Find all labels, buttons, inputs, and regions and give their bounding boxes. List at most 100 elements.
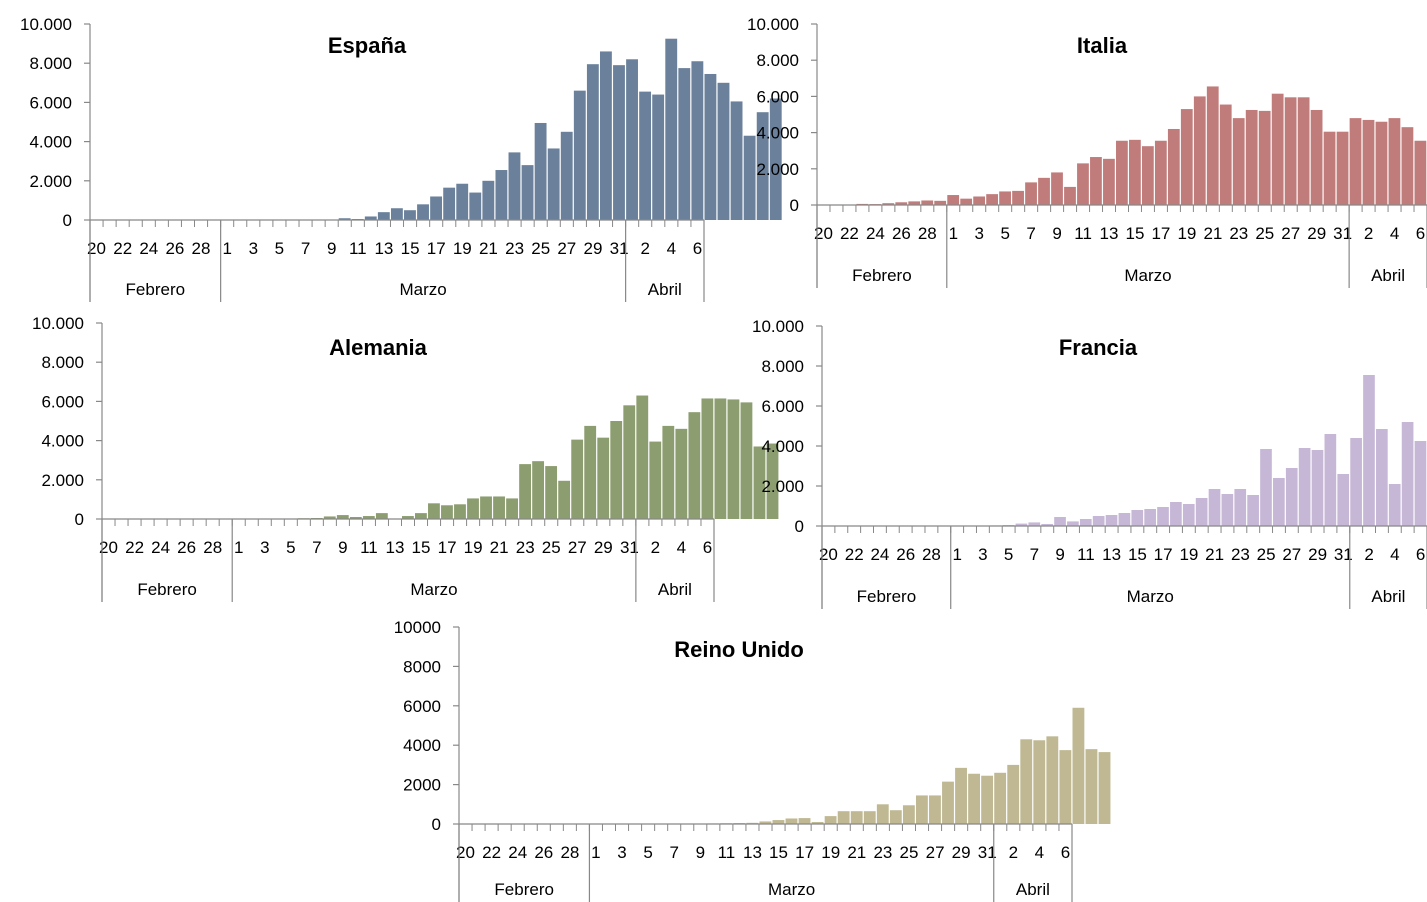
y-tick-label: 0 bbox=[75, 510, 84, 529]
bar bbox=[882, 203, 895, 205]
y-tick-label: 2.000 bbox=[761, 477, 804, 496]
x-tick-label: 13 bbox=[374, 239, 393, 258]
month-label: Marzo bbox=[1124, 266, 1171, 285]
x-tick-label: 22 bbox=[840, 224, 859, 243]
bar bbox=[443, 187, 456, 220]
x-tick-label: 13 bbox=[386, 538, 405, 557]
bar bbox=[404, 210, 416, 220]
bar bbox=[508, 152, 521, 220]
bar bbox=[675, 428, 688, 519]
bar bbox=[571, 439, 584, 519]
bar bbox=[1092, 516, 1105, 526]
bar bbox=[824, 816, 837, 824]
bar bbox=[986, 194, 998, 205]
y-tick-label: 8.000 bbox=[41, 353, 84, 372]
x-tick-label: 17 bbox=[427, 239, 446, 258]
chart-title: España bbox=[328, 33, 407, 58]
bar bbox=[1362, 119, 1375, 205]
x-tick-label: 26 bbox=[892, 224, 911, 243]
x-tick-label: 28 bbox=[203, 538, 222, 557]
bar bbox=[534, 122, 547, 220]
bar bbox=[613, 65, 625, 220]
bar bbox=[1350, 438, 1362, 526]
bar bbox=[1090, 157, 1102, 205]
x-tick-label: 15 bbox=[769, 843, 788, 862]
x-tick-label: 6 bbox=[1416, 545, 1425, 564]
x-tick-label: 29 bbox=[1308, 545, 1327, 564]
y-tick-label: 8.000 bbox=[756, 51, 799, 70]
bar bbox=[415, 513, 427, 519]
bar bbox=[1020, 739, 1033, 824]
x-tick-label: 11 bbox=[1077, 545, 1095, 564]
y-tick-label: 6.000 bbox=[29, 93, 72, 112]
x-tick-label: 19 bbox=[1177, 224, 1196, 243]
x-tick-label: 23 bbox=[505, 239, 524, 258]
x-tick-label: 1 bbox=[952, 545, 961, 564]
bar bbox=[482, 180, 495, 220]
bar bbox=[1258, 110, 1271, 205]
x-tick-label: 1 bbox=[591, 843, 600, 862]
x-tick-label: 24 bbox=[866, 224, 885, 243]
bar bbox=[1116, 140, 1128, 205]
x-tick-label: 6 bbox=[703, 538, 712, 557]
x-tick-label: 13 bbox=[1100, 224, 1119, 243]
bar bbox=[1077, 163, 1089, 205]
y-tick-label: 6.000 bbox=[41, 392, 84, 411]
bar bbox=[863, 811, 876, 824]
x-tick-label: 31 bbox=[610, 239, 629, 258]
bar bbox=[1025, 182, 1037, 206]
bar bbox=[688, 412, 701, 519]
bar bbox=[1323, 131, 1336, 205]
bar bbox=[717, 82, 730, 220]
bar bbox=[1128, 139, 1141, 205]
bar bbox=[973, 196, 986, 205]
x-tick-label: 21 bbox=[1203, 224, 1222, 243]
x-tick-label: 27 bbox=[557, 239, 576, 258]
bar bbox=[349, 517, 362, 519]
bar bbox=[714, 398, 727, 519]
bar bbox=[519, 464, 531, 519]
x-tick-label: 31 bbox=[1333, 224, 1352, 243]
y-tick-label: 8.000 bbox=[29, 54, 72, 73]
bar bbox=[756, 112, 769, 220]
bar bbox=[506, 498, 518, 519]
bar bbox=[545, 466, 558, 519]
x-tick-label: 1 bbox=[222, 239, 231, 258]
bar bbox=[1206, 86, 1219, 205]
bar bbox=[1105, 515, 1118, 526]
bar bbox=[1298, 448, 1311, 526]
bar bbox=[1012, 190, 1024, 205]
x-tick-label: 4 bbox=[1390, 545, 1399, 564]
bar bbox=[1154, 140, 1167, 205]
x-tick-label: 11 bbox=[360, 538, 378, 557]
bar bbox=[1414, 140, 1427, 205]
bar bbox=[652, 94, 665, 220]
x-tick-label: 22 bbox=[845, 545, 864, 564]
y-tick-label: 10.000 bbox=[752, 317, 804, 336]
bar bbox=[889, 810, 902, 824]
y-tick-label: 0 bbox=[790, 196, 799, 215]
chart-title: Reino Unido bbox=[674, 637, 804, 662]
x-tick-label: 17 bbox=[1154, 545, 1173, 564]
x-tick-label: 11 bbox=[1074, 224, 1092, 243]
bar bbox=[1349, 118, 1362, 205]
month-label: Abril bbox=[1016, 880, 1050, 899]
x-tick-label: 9 bbox=[1055, 545, 1064, 564]
bar bbox=[798, 818, 811, 824]
x-tick-label: 19 bbox=[464, 538, 483, 557]
bar bbox=[336, 515, 349, 519]
bar bbox=[469, 192, 482, 220]
x-tick-label: 28 bbox=[192, 239, 211, 258]
bar bbox=[947, 195, 960, 205]
bar bbox=[493, 496, 505, 519]
month-label: Abril bbox=[1371, 587, 1405, 606]
x-tick-label: 7 bbox=[301, 239, 310, 258]
bar bbox=[547, 148, 560, 220]
bar bbox=[1141, 146, 1154, 205]
x-tick-label: 11 bbox=[349, 239, 367, 258]
bar bbox=[323, 516, 336, 519]
month-label: Febrero bbox=[857, 587, 917, 606]
